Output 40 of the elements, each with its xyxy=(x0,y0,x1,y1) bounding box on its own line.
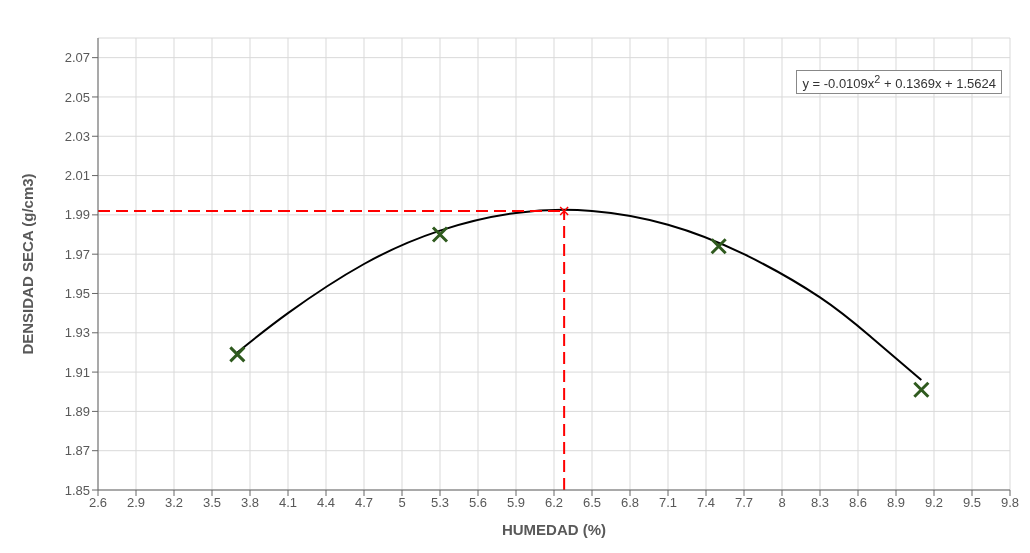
annotation: y = -0.0109x$^{2}$ + 0.1369x + 1.5624 xyxy=(796,70,1002,95)
x-tick-label: 6.5 xyxy=(582,495,602,511)
y-tick-label: 2.01 xyxy=(64,168,90,184)
y-tick-label: 1.89 xyxy=(64,404,90,420)
y-tick-label: 1.85 xyxy=(64,482,90,498)
x-tick-label: 8.3 xyxy=(810,495,830,511)
x-tick-label: 8.9 xyxy=(886,495,906,511)
x-tick-label: 6.2 xyxy=(544,495,564,511)
x-tick-label: 9.5 xyxy=(962,495,982,511)
y-tick-label: 2.05 xyxy=(64,89,90,105)
y-tick-label: 1.99 xyxy=(64,207,90,223)
y-tick-label: 2.07 xyxy=(64,50,90,66)
x-tick-label: 5.6 xyxy=(468,495,488,511)
x-axis-title: HUMEDAD (%) xyxy=(501,521,607,538)
y-axis-title: DENSIDAD SECA (g/cm3) xyxy=(19,173,37,355)
x-tick-label: 7.1 xyxy=(658,495,678,511)
x-tick-label: 3.8 xyxy=(240,495,260,511)
x-tick-label: 4.1 xyxy=(278,495,298,511)
x-tick-label: 2.6 xyxy=(88,495,108,511)
x-tick-label: 3.2 xyxy=(164,495,184,511)
x-tick-label: 2.9 xyxy=(126,495,146,511)
x-tick-label: 5.9 xyxy=(506,495,526,511)
y-tick-label: 1.93 xyxy=(64,325,90,341)
x-tick-label: 5 xyxy=(398,495,406,511)
y-tick-label: 1.87 xyxy=(64,443,90,459)
x-tick-label: 7.7 xyxy=(734,495,754,511)
x-tick-label: 9.8 xyxy=(1000,495,1020,511)
x-tick-label: 5.3 xyxy=(430,495,450,511)
x-tick-label: 4.4 xyxy=(316,495,336,511)
x-tick-label: 3.5 xyxy=(202,495,222,511)
x-tick-label: 6.8 xyxy=(620,495,640,511)
y-tick-label: 1.95 xyxy=(64,286,90,302)
x-tick-label: 7.4 xyxy=(696,495,716,511)
y-tick-label: 2.03 xyxy=(64,128,90,144)
y-tick-label: 1.97 xyxy=(64,246,90,262)
x-tick-label: 4.7 xyxy=(354,495,374,511)
x-tick-label: 9.2 xyxy=(924,495,944,511)
y-tick-label: 1.91 xyxy=(64,364,90,380)
x-tick-label: 8.6 xyxy=(848,495,868,511)
x-tick-label: 8 xyxy=(778,495,786,511)
